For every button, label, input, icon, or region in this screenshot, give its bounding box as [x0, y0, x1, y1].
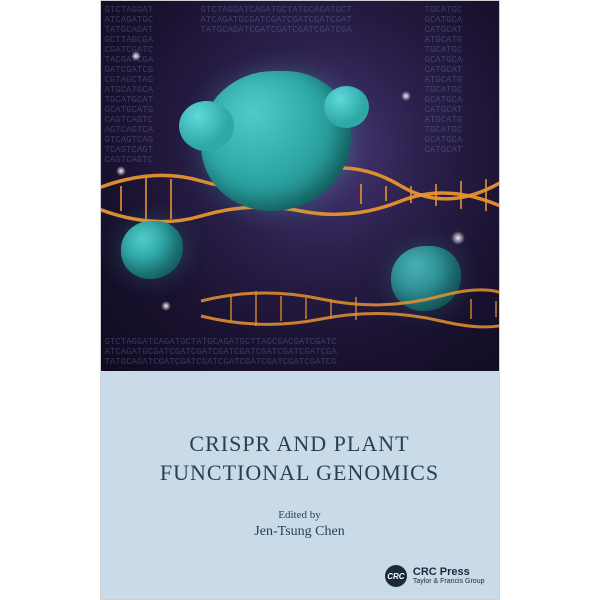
book-title: CRISPR AND PLANT FUNCTIONAL GENOMICS: [160, 430, 439, 487]
publisher-text: CRC Press Taylor & Francis Group: [413, 567, 485, 585]
publisher-block: CRC CRC Press Taylor & Francis Group: [385, 565, 485, 587]
edited-by-label: Edited by: [278, 509, 320, 521]
book-cover: GTCTAGGAT ATCAGATGC TATGCAGAT GCTTAGCGA …: [100, 0, 500, 600]
title-block: CRISPR AND PLANT FUNCTIONAL GENOMICS Edi…: [101, 371, 499, 599]
title-line-2: FUNCTIONAL GENOMICS: [160, 460, 439, 485]
publisher-name: CRC Press: [413, 567, 485, 578]
publisher-logo-icon: CRC: [385, 565, 407, 587]
dna-helix-orange-bottom: [101, 1, 499, 371]
cover-illustration: GTCTAGGAT ATCAGATGC TATGCAGAT GCTTAGCGA …: [101, 1, 499, 371]
publisher-group: Taylor & Francis Group: [413, 578, 485, 585]
editor-name: Jen-Tsung Chen: [254, 524, 344, 540]
title-line-1: CRISPR AND PLANT: [189, 431, 409, 456]
